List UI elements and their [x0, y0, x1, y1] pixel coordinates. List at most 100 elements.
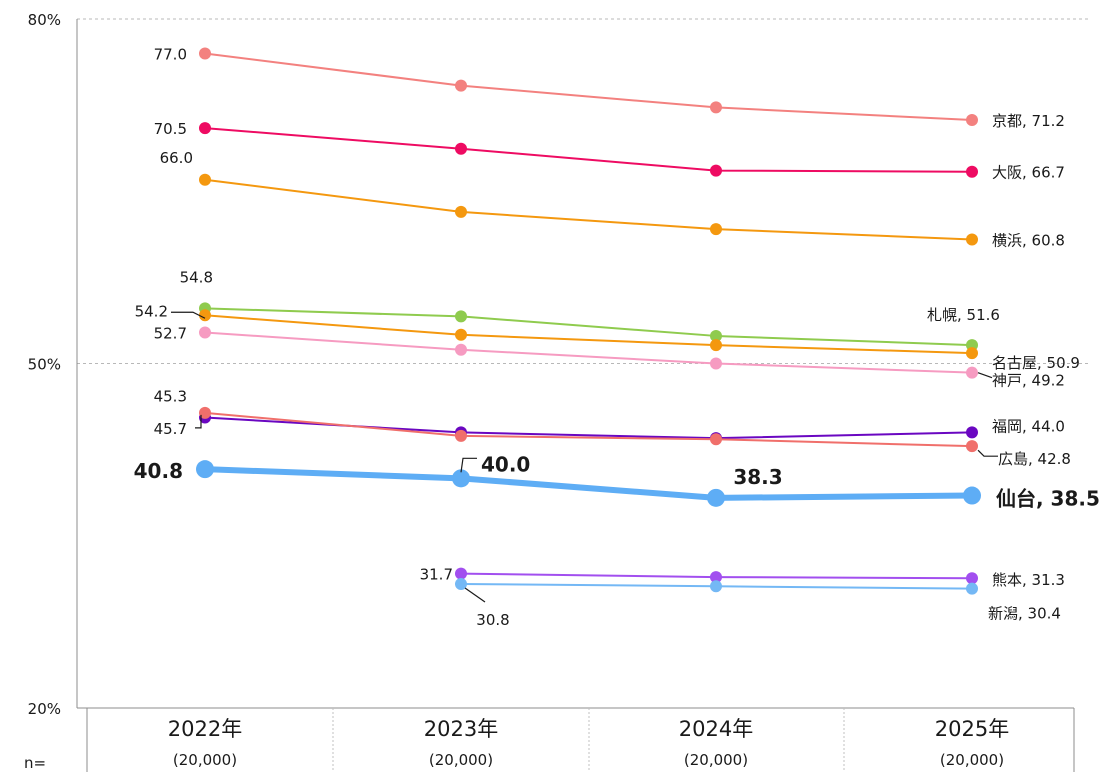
n-value-label-3: (20,000): [940, 751, 1004, 769]
data-label-item-6a2a6d5c-0: 66.0: [160, 149, 193, 167]
data-point: [710, 339, 722, 352]
grid-layer: [77, 18, 1090, 364]
series-item-4eac90fd: [199, 47, 978, 127]
n-label: n=: [24, 754, 46, 772]
data-point: [199, 47, 211, 60]
series-line: [204, 416, 973, 440]
data-label-item-4eac90fd-0: 77.0: [154, 45, 187, 63]
data-label-item-6a2a6d5c-3: 横浜, 60.8: [992, 231, 1065, 249]
axis-layer: 20% 50% 80%: [28, 11, 78, 718]
data-label-item-718a672c-1: 31.7: [420, 566, 453, 584]
data-point: [455, 429, 467, 442]
data-label-item-798f5ca1-0: 45.3: [154, 387, 187, 405]
series-item-718a672c: [455, 567, 978, 585]
data-label-item-65b06f5f-1: 30.8: [476, 611, 509, 629]
data-label-item-5927962a-0: 70.5: [154, 120, 187, 138]
data-point: [455, 79, 467, 92]
y-tick-label-20: 20%: [28, 700, 61, 718]
data-point: [199, 406, 211, 419]
data-point: [455, 343, 467, 356]
series-line: [204, 52, 973, 122]
data-label-item-4ed953f0-2: 38.3: [733, 465, 782, 489]
series-layer: [196, 47, 981, 595]
n-value-label-0: (20,000): [173, 751, 237, 769]
data-label-layer: 77.0 京都, 71.2 70.5 大阪, 66.7 66.0 横浜, 60.8 54.8…: [134, 45, 1100, 629]
data-label-item-540d53e45c4b-3: 名古屋, 50.9: [992, 354, 1080, 372]
series-line: [202, 466, 975, 501]
data-label-item-4eac90fd-3: 京都, 71.2: [992, 112, 1065, 130]
x-tick-label-2: 2024年: [679, 717, 753, 741]
n-value-label-2: (20,000): [684, 751, 748, 769]
data-point: [966, 366, 978, 379]
data-point: [966, 233, 978, 246]
data-label-item-5927962a-3: 大阪, 66.7: [992, 164, 1065, 182]
data-point: [966, 582, 978, 595]
data-point: [455, 205, 467, 218]
data-label-item-65b06f5f-3: 新潟, 30.4: [988, 605, 1061, 623]
y-tick-label-50: 50%: [28, 356, 61, 374]
y-tick-label-80: 80%: [28, 11, 61, 29]
data-point: [455, 567, 467, 580]
data-label-item-4ed953f0-3: 仙台, 38.5: [996, 487, 1100, 511]
label-leader-line: [464, 587, 486, 603]
series-line: [204, 127, 973, 173]
data-point: [199, 173, 211, 186]
data-point: [710, 164, 722, 177]
series-line: [204, 331, 973, 374]
data-label-item-795e6238-0: 52.7: [154, 324, 187, 342]
data-point: [710, 433, 722, 446]
data-point: [966, 440, 978, 453]
series-item-540d53e45c4b: [199, 309, 978, 360]
data-point: [196, 460, 214, 479]
data-point: [710, 329, 722, 342]
data-label-item-795e6238-3: 神戸, 49.2: [992, 372, 1065, 390]
data-label-item-540d53e45c4b-0: 54.2: [135, 302, 168, 320]
data-point: [455, 310, 467, 323]
series-line: [204, 314, 973, 355]
data-point: [707, 488, 725, 507]
label-leader-line: [171, 311, 206, 319]
data-point: [455, 328, 467, 341]
label-leader-line: [977, 372, 993, 379]
series-line: [204, 307, 973, 347]
data-point: [452, 469, 470, 488]
data-label-item-672d5e4c-3: 札幌, 51.6: [927, 306, 1000, 324]
data-label-item-4ed953f0-0: 40.8: [134, 459, 183, 483]
data-label-item-5e835cf6-0: 45.7: [154, 420, 187, 438]
data-point: [199, 326, 211, 339]
label-leader-line: [195, 414, 202, 429]
data-point: [455, 142, 467, 155]
data-label-item-718a672c-3: 熊本, 31.3: [992, 571, 1065, 589]
series-item-5927962a: [199, 122, 978, 178]
data-point: [963, 486, 981, 505]
series-item-795e6238: [199, 326, 978, 379]
series-item-798f5ca1: [199, 411, 978, 445]
data-point: [966, 572, 978, 585]
x-tick-label-0: 2022年: [168, 717, 242, 741]
data-point: [966, 114, 978, 127]
x-tick-label-3: 2025年: [935, 717, 1009, 741]
x-tick-label-1: 2023年: [424, 717, 498, 741]
data-point: [455, 577, 467, 590]
series-line: [204, 178, 973, 241]
category-axis-layer: 2022年 (20,000) 2023年 (20,000) 2024年 (20,000) 2…: [24, 707, 1075, 772]
data-point: [199, 122, 211, 135]
series-line: [204, 411, 973, 448]
series-item-6a2a6d5c: [199, 173, 978, 246]
data-point: [966, 165, 978, 178]
data-point: [710, 580, 722, 593]
data-point: [966, 347, 978, 360]
series-item-4ed953f0: [196, 460, 981, 507]
data-point: [966, 426, 978, 439]
data-label-item-5e835cf6-3: 広島, 42.8: [998, 450, 1071, 468]
n-value-label-1: (20,000): [429, 751, 493, 769]
series-item-65b06f5f: [455, 577, 978, 595]
data-point: [710, 223, 722, 236]
data-point: [710, 571, 722, 584]
data-label-item-4ed953f0-1: 40.0: [481, 452, 530, 476]
data-point: [710, 101, 722, 114]
data-label-item-798f5ca1-3: 福岡, 44.0: [992, 417, 1065, 435]
data-point: [199, 309, 211, 322]
